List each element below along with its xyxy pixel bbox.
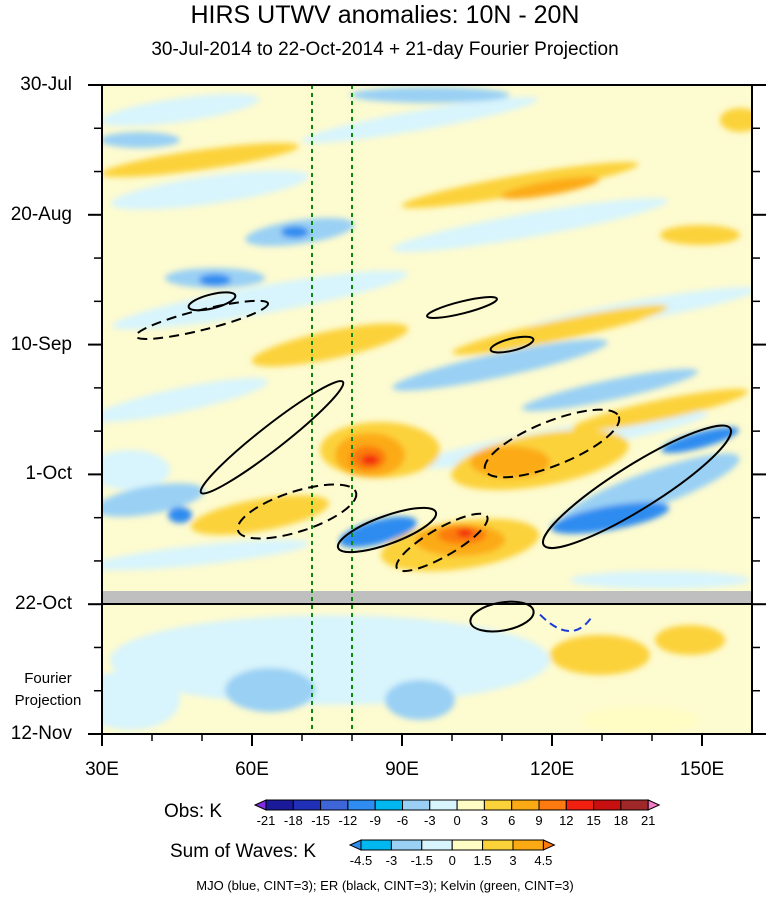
x-tick-label: 90E: [385, 759, 419, 780]
obs-colorbar-tick-label: -21: [256, 813, 276, 828]
obs-colorbar-tick-label: 3: [480, 813, 488, 828]
waves-colorbar-tick-label: 0: [448, 853, 456, 868]
legend-footer: MJO (blue, CINT=3); ER (black, CINT=3); …: [196, 878, 574, 893]
waves-colorbar-swatch: [451, 839, 484, 851]
y-tick-label: 12-Nov: [10, 723, 72, 744]
obs-colorbar-swatch: [620, 799, 649, 811]
er-contour-negative: [395, 512, 489, 573]
waves-colorbar-swatch: [482, 839, 514, 851]
obs-colorbar-tick-label: -9: [369, 813, 381, 828]
obs-colorbar-tick-label: -6: [396, 813, 409, 828]
er-contour-positive: [336, 506, 438, 554]
obs-colorbar-swatch: [593, 799, 622, 811]
obs-colorbar-swatch: [429, 799, 458, 811]
er-contour-positive: [469, 600, 535, 633]
obs-colorbar-tick-label: 21: [640, 813, 656, 828]
obs-colorbar: [253, 799, 661, 811]
y-tick-label: 10-Sep: [10, 333, 72, 355]
er-contour-negative: [483, 408, 621, 479]
obs-colorbar-swatch: [320, 799, 349, 811]
obs-colorbar-title: Obs: K: [164, 801, 223, 822]
obs-colorbar-tick-label: -12: [338, 813, 358, 828]
waves-colorbar-swatch: [360, 839, 392, 851]
waves-colorbar-tick-label: 1.5: [473, 853, 492, 868]
obs-colorbar-tick-label: 18: [613, 813, 629, 828]
x-tick-label: 150E: [679, 759, 725, 780]
waves-colorbar-tick-label: -4.5: [349, 853, 373, 868]
obs-colorbar-tick-label: 6: [508, 813, 516, 828]
obs-colorbar-tick-label: 12: [559, 813, 574, 828]
obs-colorbar-right-arrow: [647, 799, 661, 811]
obs-colorbar-tick-label: -18: [283, 813, 303, 828]
obs-colorbar-swatch: [402, 799, 431, 811]
waves-colorbar-tick-label: -1.5: [410, 853, 433, 868]
x-tick-label: 60E: [235, 759, 269, 780]
er-contour-negative: [236, 483, 358, 540]
y-tick-label: 1-Oct: [25, 463, 72, 485]
waves-colorbar-title: Sum of Waves: K: [170, 841, 317, 862]
plot-frame: [101, 84, 753, 735]
y-tick-label: 30-Jul: [20, 74, 72, 95]
obs-colorbar-left-arrow: [253, 799, 267, 811]
waves-colorbar-left-arrow: [348, 839, 362, 851]
x-tick-label: 30E: [85, 759, 119, 780]
obs-colorbar-tick-label: 15: [586, 813, 601, 828]
obs-projection-separator: [102, 591, 752, 603]
y-tick-label: 20-Aug: [10, 203, 72, 225]
y-tick-label: 22-Oct: [14, 593, 72, 615]
er-contour-positive: [541, 424, 733, 549]
waves-colorbar-swatch: [421, 839, 453, 851]
obs-colorbar-tick-label: 9: [535, 813, 543, 828]
mjo-contour: [539, 613, 593, 632]
er-contour-positive: [426, 296, 498, 319]
obs-colorbar-swatch: [347, 799, 376, 811]
obs-colorbar-swatch: [456, 799, 485, 811]
obs-colorbar-swatch: [374, 799, 404, 811]
obs-colorbar-swatch: [292, 799, 322, 811]
waves-colorbar-tick-label: 4.5: [534, 853, 553, 868]
obs-colorbar-swatch: [265, 799, 294, 811]
waves-colorbar-right-arrow: [542, 839, 556, 851]
waves-colorbar-swatch: [512, 839, 544, 851]
projection-label: Fourier Projection: [14, 670, 82, 709]
waves-colorbar-swatch: [390, 839, 423, 851]
obs-colorbar-swatch: [565, 799, 595, 811]
er-contour-positive: [489, 335, 535, 354]
obs-colorbar-swatch: [538, 799, 567, 811]
waves-colorbar-tick-label: 3: [509, 853, 517, 868]
projection-texture: [102, 615, 725, 734]
chart-title: HIRS UTWV anomalies: 10N - 20N: [190, 1, 580, 29]
obs-colorbar-tick-label: 0: [453, 813, 461, 828]
waves-colorbar: [348, 839, 556, 851]
obs-colorbar-swatch: [483, 799, 513, 811]
wave-contours: [134, 85, 733, 734]
obs-colorbar-tick-label: -15: [311, 813, 330, 828]
obs-colorbar-swatch: [511, 799, 540, 811]
er-contour-positive: [187, 291, 237, 312]
chart-subtitle: 30-Jul-2014 to 22-Oct-2014 + 21-day Four…: [151, 39, 619, 60]
waves-colorbar-tick-label: -3: [385, 853, 398, 868]
axis-ticks: [88, 84, 766, 746]
obs-colorbar-tick-label: -3: [424, 813, 436, 828]
x-tick-label: 120E: [529, 759, 575, 780]
er-contour-positive: [199, 380, 345, 495]
